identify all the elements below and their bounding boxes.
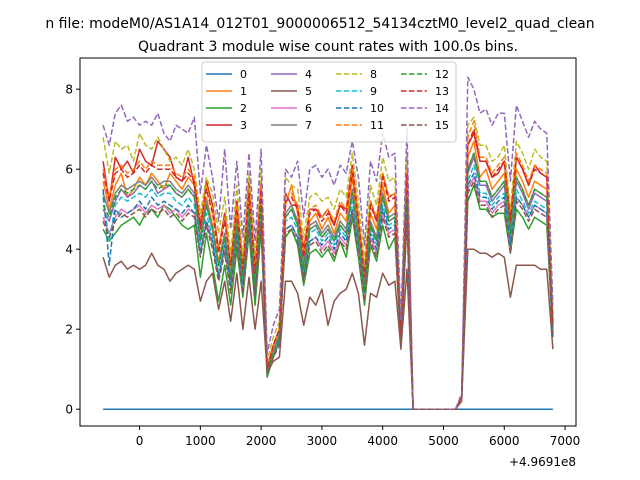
series-line-12 (102, 152, 554, 410)
plot-frame (79, 57, 577, 427)
x-tick-label: 0 (136, 434, 144, 448)
x-axis: 0 1000 2000 3000 4000 5000 6000 7000 (136, 426, 581, 448)
x-tick-label: 6000 (489, 434, 520, 448)
x-offset-label: +4.9691e8 (509, 455, 576, 469)
y-tick-label: 8 (65, 83, 73, 97)
series-line-10 (102, 172, 554, 410)
legend-label-4: 4 (305, 68, 312, 81)
legend-label-14: 14 (435, 102, 449, 115)
x-tick-label: 2000 (246, 434, 277, 448)
legend-label-5: 5 (305, 85, 312, 98)
y-tick-label: 6 (65, 163, 73, 177)
x-tick-label: 3000 (307, 434, 338, 448)
y-tick-label: 4 (65, 243, 73, 257)
series-line-6 (102, 176, 554, 410)
series-line-11 (102, 120, 554, 410)
plot-lines (102, 76, 554, 410)
legend-label-6: 6 (305, 102, 312, 115)
legend-label-7: 7 (305, 119, 312, 132)
legend-label-0: 0 (240, 68, 247, 81)
x-tick-label: 1000 (185, 434, 216, 448)
chart-suptitle: n file: modeM0/AS1A14_012T01_9000006512_… (45, 16, 594, 32)
x-tick-label: 7000 (550, 434, 581, 448)
series-line-5 (102, 248, 554, 410)
legend-label-13: 13 (435, 85, 449, 98)
legend-label-12: 12 (435, 68, 449, 81)
series-line-14 (102, 76, 554, 410)
legend-label-10: 10 (370, 102, 384, 115)
series-line-13 (102, 128, 554, 410)
x-tick-label: 4000 (367, 434, 398, 448)
series-line-15 (102, 180, 554, 410)
legend-label-1: 1 (240, 85, 247, 98)
y-axis: 0 2 4 6 8 (65, 83, 80, 417)
legend-label-2: 2 (240, 102, 247, 115)
chart-title: Quadrant 3 module wise count rates with … (138, 39, 518, 55)
legend-label-8: 8 (370, 68, 377, 81)
series-line-9 (102, 164, 554, 410)
y-tick-label: 0 (65, 403, 73, 417)
legend-box (201, 61, 457, 143)
legend-label-15: 15 (435, 119, 449, 132)
series-line-8 (102, 116, 554, 410)
x-tick-label: 5000 (428, 434, 459, 448)
legend-label-9: 9 (370, 85, 377, 98)
legend-label-11: 11 (370, 119, 384, 132)
series-line-1 (102, 140, 554, 410)
legend-label-3: 3 (240, 119, 247, 132)
y-tick-label: 2 (65, 323, 73, 337)
